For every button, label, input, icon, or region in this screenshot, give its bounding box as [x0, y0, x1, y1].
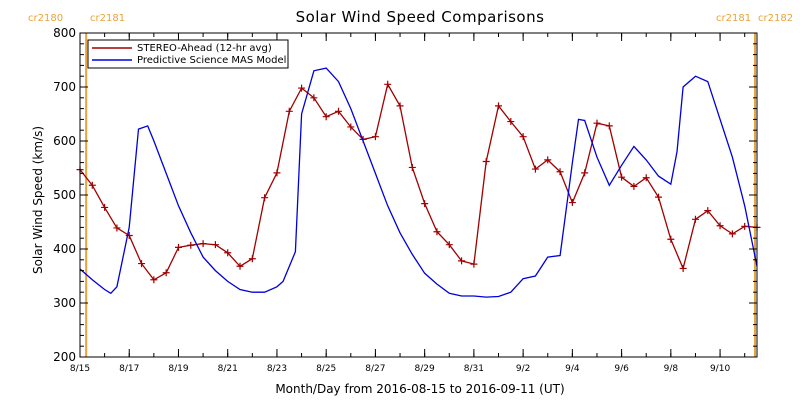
series-0-point-9: [187, 241, 195, 249]
y-axis-label: Solar Wind Speed (km/s): [31, 126, 45, 274]
carrington-marker-lines: [85, 33, 756, 357]
series-0-point-14: [248, 255, 256, 263]
series-0-point-34: [495, 102, 503, 110]
y-tick-label-700: 700: [53, 80, 76, 94]
x-tick-label-9/10: 9/10: [710, 364, 730, 374]
y-tick-label-400: 400: [53, 242, 76, 256]
series-0-point-54: [741, 222, 749, 230]
series-0-point-8: [174, 243, 182, 251]
x-tick-label-8/21: 8/21: [218, 364, 238, 374]
series-layer: [76, 67, 761, 298]
cr-label-left-2: cr2181: [90, 13, 125, 24]
x-tick-label-8/31: 8/31: [464, 364, 484, 374]
series-0-point-38: [544, 156, 552, 164]
series-0-point-22: [347, 123, 355, 131]
y-tick-label-800: 800: [53, 26, 76, 40]
x-tick-label-8/25: 8/25: [316, 364, 336, 374]
series-0-point-43: [605, 122, 613, 130]
legend-box: [87, 39, 289, 69]
series-0-point-26: [396, 102, 404, 110]
series-0-point-50: [691, 215, 699, 223]
series-0-point-6: [150, 276, 158, 284]
x-tick-label-9/6: 9/6: [614, 364, 629, 374]
series-line-1: [79, 67, 758, 298]
cr-label-left-1: cr2180: [28, 13, 63, 24]
cr-label-right-1: cr2181: [716, 13, 751, 24]
y-tick-label-500: 500: [53, 188, 76, 202]
y-tick-label-600: 600: [53, 134, 76, 148]
series-0-point-15: [261, 194, 269, 202]
series-0-point-48: [667, 235, 675, 243]
series-0-point-30: [445, 241, 453, 249]
series-0-point-5: [138, 260, 146, 268]
y-tick-label-300: 300: [53, 296, 76, 310]
cr-label-right-2: cr2182: [758, 13, 793, 24]
x-tick-label-8/19: 8/19: [168, 364, 188, 374]
series-0-point-51: [704, 207, 712, 215]
series-0-point-36: [519, 133, 527, 141]
series-0-point-13: [236, 262, 244, 270]
series-0-point-35: [507, 118, 515, 126]
x-tick-label-8/23: 8/23: [267, 364, 287, 374]
series-0-point-21: [334, 107, 342, 115]
legend-entry-stereo: STEREO-Ahead (12-hr avg): [137, 43, 272, 54]
y-tick-label-200: 200: [53, 350, 76, 364]
series-0-point-45: [630, 182, 638, 190]
series-0-point-33: [482, 158, 490, 166]
series-0-point-31: [458, 257, 466, 265]
plot-frame: [79, 32, 758, 358]
series-0-point-27: [408, 163, 416, 171]
series-0-point-37: [531, 165, 539, 173]
x-tick-label-8/17: 8/17: [119, 364, 139, 374]
series-0-point-32: [470, 260, 478, 268]
series-0-point-46: [642, 174, 650, 182]
x-axis: 8/15 8/17 8/19 8/21 8/23 8/25 8/27 8/29 8/31 9/2 9…: [70, 33, 746, 374]
series-0-point-47: [655, 193, 663, 201]
series-0-point-18: [298, 84, 306, 92]
x-tick-label-8/29: 8/29: [415, 364, 435, 374]
series-0-point-41: [581, 169, 589, 177]
series-0-point-53: [728, 230, 736, 238]
series-0-point-29: [433, 228, 441, 236]
series-0-point-39: [556, 168, 564, 176]
series-0-point-40: [568, 199, 576, 207]
series-0-point-16: [273, 169, 281, 177]
x-tick-label-8/15: 8/15: [70, 364, 90, 374]
series-line-0: [79, 82, 758, 281]
series-0-point-7: [162, 269, 170, 277]
chart-title: Solar Wind Speed Comparisons: [296, 8, 545, 26]
x-axis-label: Month/Day from 2016-08-15 to 2016-09-11 …: [275, 382, 564, 396]
y-axis: 200 300 400 500 600 700 800: [53, 26, 757, 364]
series-0-point-24: [371, 133, 379, 141]
series-0-point-3: [113, 224, 121, 232]
series-0-point-20: [322, 113, 330, 121]
series-0-point-19: [310, 94, 318, 102]
series-0-point-25: [384, 80, 392, 88]
series-0-point-52: [716, 222, 724, 230]
series-0-point-28: [421, 200, 429, 208]
series-0-point-10: [199, 240, 207, 248]
series-0-point-11: [211, 241, 219, 249]
series-0-point-12: [224, 249, 232, 257]
series-0-point-44: [618, 173, 626, 181]
x-tick-label-9/8: 9/8: [664, 364, 679, 374]
legend: STEREO-Ahead (12-hr avg) Predictive Scie…: [87, 39, 289, 69]
series-0-point-1: [88, 181, 96, 189]
carrington-labels: cr2180 cr2181 cr2181 cr2182: [28, 13, 793, 24]
x-tick-label-8/27: 8/27: [365, 364, 385, 374]
series-0-point-42: [593, 119, 601, 127]
series-0-point-49: [679, 264, 687, 272]
series-0-point-2: [101, 203, 109, 211]
legend-entry-mas: Predictive Science MAS Model: [137, 55, 286, 66]
x-tick-label-9/4: 9/4: [565, 364, 580, 374]
series-0-point-17: [285, 107, 293, 115]
x-tick-label-9/2: 9/2: [516, 364, 530, 374]
